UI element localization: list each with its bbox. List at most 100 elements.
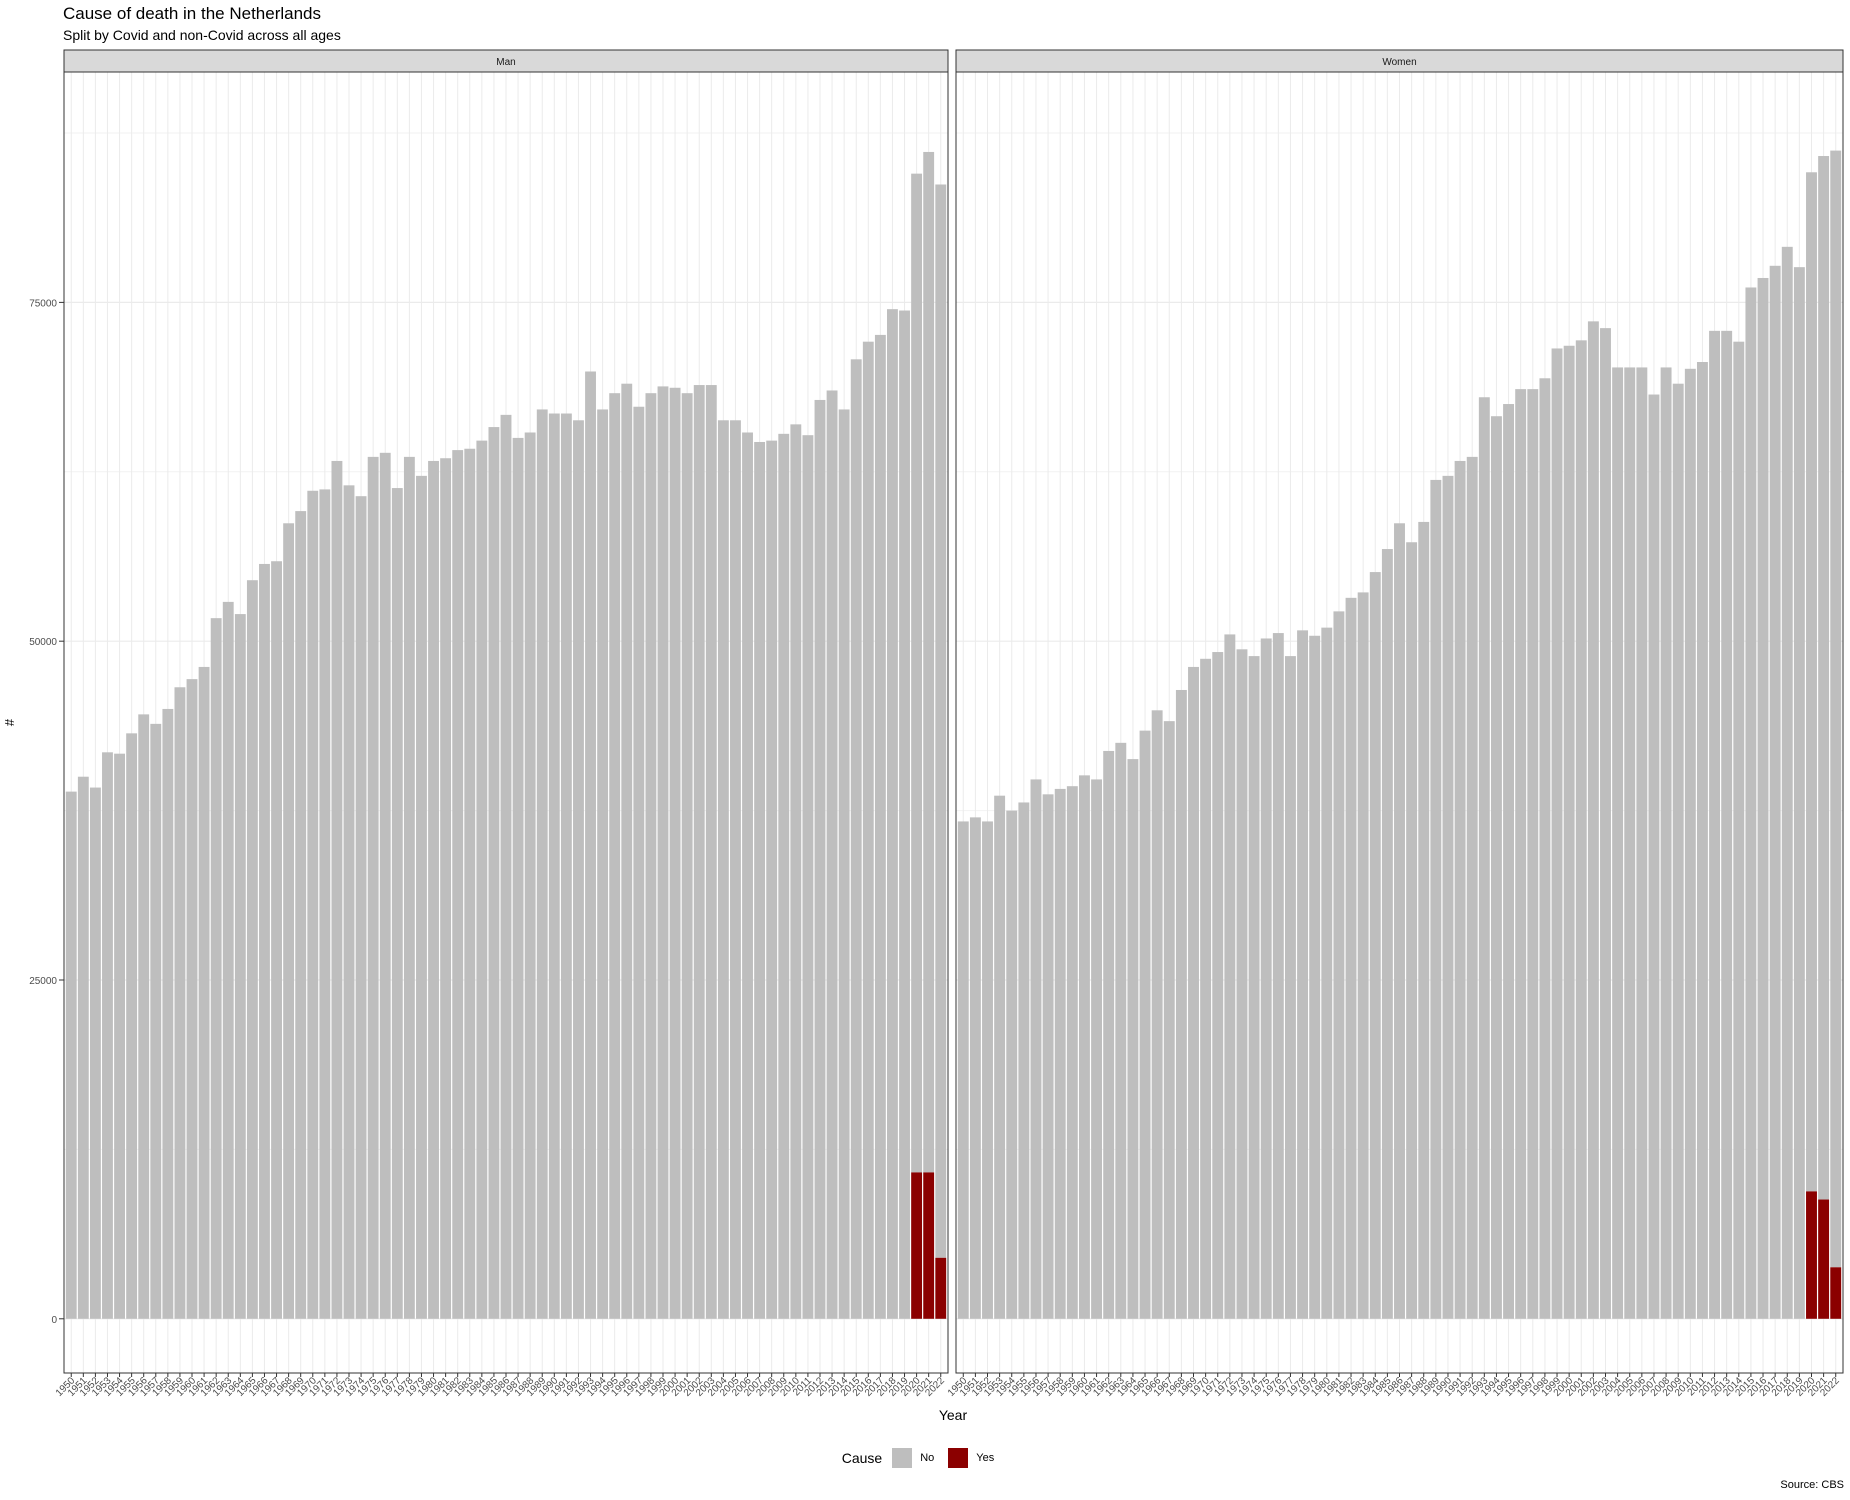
bar-no-1993 [1478, 397, 1490, 1319]
bar-no-2007 [754, 441, 766, 1319]
bar-no-1991 [560, 413, 572, 1319]
facet-strip-label: Women [1382, 57, 1416, 68]
bar-no-1970 [1200, 658, 1212, 1319]
legend: Cause No Yes [0, 1448, 1850, 1468]
bar-no-2001 [1575, 340, 1587, 1319]
bar-no-1980 [428, 460, 439, 1319]
bar-no-1995 [1503, 404, 1515, 1319]
bar-no-1976 [379, 452, 391, 1319]
bar-no-1972 [1224, 634, 1236, 1319]
bar-no-1952 [982, 821, 993, 1319]
bar-no-2016 [862, 341, 874, 1319]
bar-yes-2021 [1818, 1199, 1830, 1319]
bar-no-2009 [1672, 383, 1684, 1319]
bar-no-1961 [1091, 779, 1103, 1319]
bar-no-1970 [307, 490, 319, 1319]
facet-strip-label: Man [496, 57, 515, 68]
bar-no-2014 [1733, 341, 1745, 1319]
bar-no-2006 [1636, 367, 1648, 1319]
bar-no-1954 [1006, 810, 1018, 1319]
bar-yes-2021 [923, 1172, 935, 1319]
bar-no-1999 [657, 386, 669, 1319]
bar-no-1991 [1454, 460, 1466, 1319]
bar-no-1994 [1490, 416, 1502, 1319]
y-tick-label: 0 [51, 1315, 57, 1326]
bar-no-1971 [1212, 652, 1224, 1319]
bar-no-1956 [138, 714, 150, 1319]
bar-no-2017 [1769, 265, 1781, 1319]
y-tick-label: 50000 [29, 637, 57, 648]
bar-no-2009 [778, 433, 790, 1319]
bar-no-1975 [1260, 638, 1272, 1319]
bar-no-1969 [1188, 666, 1199, 1319]
bar-no-1988 [1418, 521, 1430, 1319]
bar-no-1957 [1042, 794, 1054, 1319]
panel-man: Man1950195119521953195419551956195719581… [54, 49, 949, 1399]
bar-no-1974 [1248, 656, 1260, 1319]
bar-no-2022 [1830, 150, 1842, 1268]
bar-no-1964 [234, 614, 246, 1319]
bar-no-2002 [693, 385, 705, 1319]
bar-no-1958 [162, 708, 174, 1319]
bar-no-1959 [174, 687, 186, 1319]
bar-no-1987 [512, 437, 524, 1319]
bar-no-1988 [524, 432, 536, 1319]
bar-no-1987 [1406, 542, 1418, 1319]
bar-no-1961 [198, 666, 210, 1319]
bar-no-1959 [1066, 786, 1078, 1319]
bar-no-1950 [65, 791, 77, 1319]
bar-no-1971 [319, 489, 331, 1319]
bar-no-1960 [186, 679, 198, 1319]
bar-no-2014 [838, 409, 850, 1319]
caption: Source: CBS [1780, 1479, 1844, 1491]
bar-no-1989 [1430, 479, 1442, 1319]
bar-no-1992 [1466, 456, 1478, 1319]
bar-no-1968 [1175, 689, 1187, 1319]
bar-no-1984 [476, 440, 488, 1319]
bar-no-2006 [742, 432, 753, 1319]
bar-no-1979 [1309, 635, 1321, 1319]
y-tick-label: 25000 [29, 976, 57, 987]
bar-yes-2022 [935, 1257, 947, 1319]
bar-no-1978 [1297, 630, 1309, 1319]
bar-no-2019 [1793, 267, 1805, 1319]
bar-no-2005 [1624, 367, 1636, 1319]
bar-no-2020 [911, 173, 923, 1173]
bar-yes-2020 [911, 1172, 923, 1319]
bar-no-2020 [1806, 172, 1817, 1192]
bar-no-1982 [1345, 597, 1357, 1319]
legend-label-no: No [920, 1452, 935, 1464]
bar-no-2021 [1818, 156, 1830, 1200]
x-axis-title: Year [939, 1407, 968, 1423]
legend-item-no: No [892, 1448, 934, 1468]
bar-no-1985 [488, 427, 500, 1319]
bar-no-1990 [548, 413, 560, 1319]
bar-no-1995 [609, 393, 621, 1319]
bar-no-2008 [1660, 367, 1672, 1319]
bar-no-1954 [114, 753, 125, 1319]
bar-no-2013 [1721, 330, 1733, 1319]
bar-no-1972 [331, 460, 343, 1319]
y-axis-title: # [2, 718, 17, 726]
bar-no-2001 [681, 393, 693, 1319]
bar-no-2010 [1684, 368, 1696, 1319]
bar-no-1953 [994, 795, 1006, 1319]
bar-no-1967 [271, 561, 282, 1319]
bar-no-2018 [1781, 246, 1793, 1319]
bar-no-1963 [222, 601, 234, 1319]
bar-no-2007 [1648, 394, 1660, 1319]
bar-no-1981 [1333, 611, 1345, 1319]
bar-no-2005 [730, 420, 741, 1319]
bar-no-2013 [826, 390, 838, 1319]
bar-no-1986 [500, 414, 512, 1319]
bar-no-1999 [1551, 348, 1563, 1319]
bar-no-1967 [1163, 721, 1175, 1319]
bar-no-1964 [1127, 759, 1139, 1319]
bar-no-1998 [645, 393, 657, 1319]
bar-no-1951 [77, 776, 89, 1319]
bar-no-1978 [403, 456, 415, 1319]
bar-no-2011 [802, 435, 814, 1319]
legend-label-yes: Yes [976, 1452, 995, 1464]
bar-no-1951 [969, 817, 981, 1319]
bar-no-1973 [1236, 649, 1248, 1319]
